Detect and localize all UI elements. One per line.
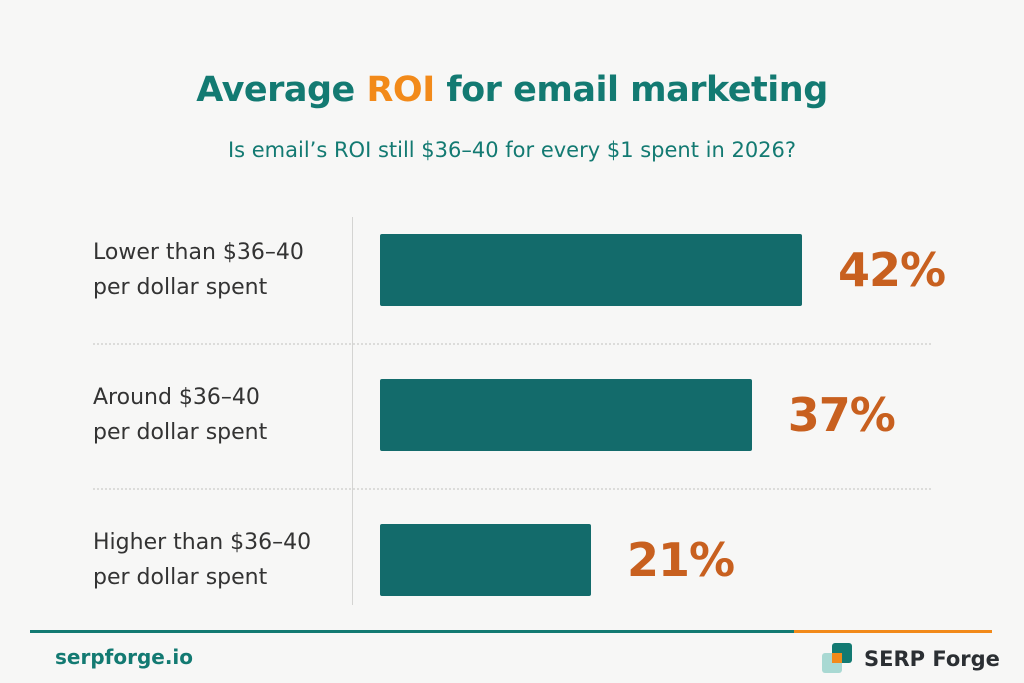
title-suffix: for email marketing xyxy=(434,70,828,110)
title-prefix: Average xyxy=(196,70,367,110)
title-highlight: ROI xyxy=(366,70,435,110)
category-axis-line xyxy=(352,217,353,605)
brand-name: SERP Forge xyxy=(864,647,1000,671)
row-separator xyxy=(93,342,931,345)
chart-title: Average ROI for email marketing xyxy=(0,70,1024,110)
chart-subtitle: Is email’s ROI still $36–40 for every $1… xyxy=(227,138,797,162)
bar xyxy=(380,524,591,596)
row-separator xyxy=(93,487,931,490)
site-url[interactable]: serpforge.io xyxy=(55,645,194,669)
footer-rule-orange xyxy=(794,630,992,633)
footer-rule-teal xyxy=(30,630,794,633)
category-label: Around $36–40 per dollar spent xyxy=(93,385,268,445)
brand-logo: SERP Forge xyxy=(822,643,1000,675)
value-label: 42% xyxy=(838,243,946,297)
value-label: 21% xyxy=(627,533,735,587)
category-label: Lower than $36–40 per dollar spent xyxy=(93,240,304,300)
bar xyxy=(380,379,752,451)
serp-forge-logo-icon xyxy=(822,643,854,675)
value-label: 37% xyxy=(787,388,896,442)
category-label: Higher than $36–40 per dollar spent xyxy=(93,530,312,590)
bar xyxy=(380,234,802,306)
